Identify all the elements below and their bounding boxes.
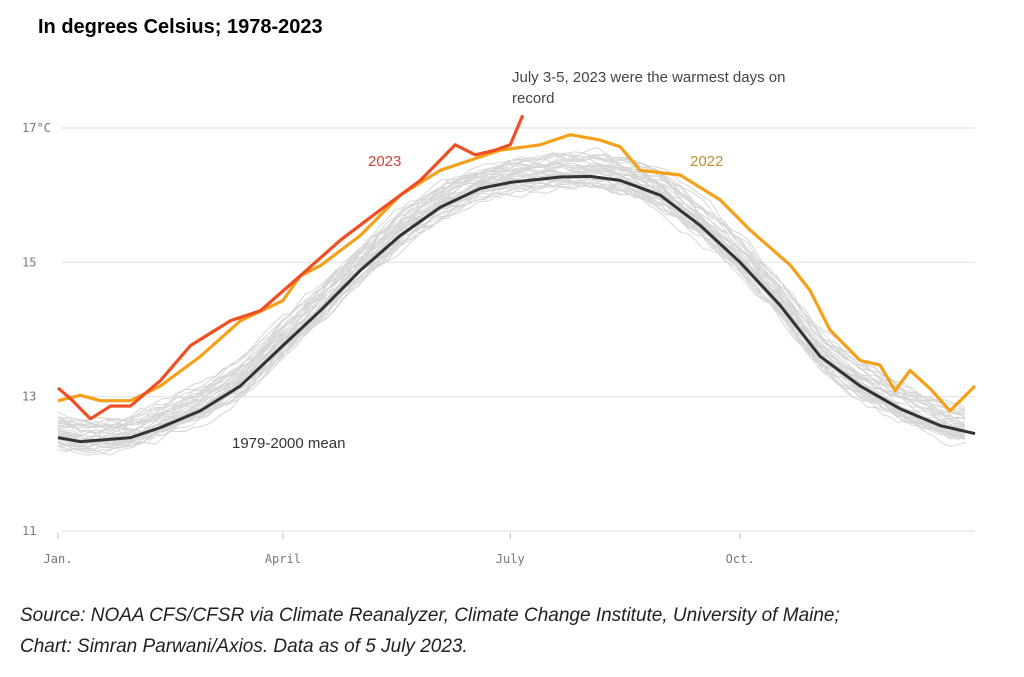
y-tick-label: 11 (22, 524, 36, 538)
series-line-1979-2000-mean (57, 174, 976, 444)
gridlines (62, 127, 975, 532)
record-annotation-line2: record (512, 90, 555, 107)
series-lines (56, 114, 977, 444)
historical-year-line (57, 180, 966, 456)
series-line-2022 (57, 133, 977, 413)
y-tick-label: 13 (22, 390, 36, 404)
historical-year-line (57, 154, 966, 434)
y-tick-label: 15 (22, 255, 36, 269)
series-line-2023 (56, 114, 525, 421)
historical-year-line (57, 174, 966, 451)
historical-year-line (57, 167, 966, 435)
historical-year-line (57, 157, 966, 430)
label-2022: 2022 (690, 153, 723, 170)
x-tick-label: July (496, 552, 525, 566)
historical-year-line (57, 152, 966, 428)
historical-year-line (57, 163, 966, 428)
record-annotation-line1: July 3-5, 2023 were the warmest days on (512, 69, 785, 86)
axis-ticks: 17°C 15 13 11 Jan. April July Oct. (22, 121, 755, 566)
historical-year-line (57, 153, 966, 422)
chart-title: In degrees Celsius; 1978-2023 (38, 16, 323, 38)
source-line-2: Chart: Simran Parwani/Axios. Data as of … (20, 636, 468, 657)
historical-year-line (57, 166, 966, 441)
historical-year-line (57, 159, 966, 430)
x-tick-label: Jan. (44, 552, 73, 566)
source-note: Source: NOAA CFS/CFSR via Climate Reanal… (20, 600, 840, 662)
label-mean: 1979-2000 mean (232, 435, 345, 452)
x-tick-label: April (265, 552, 301, 566)
source-line-1: Source: NOAA CFS/CFSR via Climate Reanal… (20, 605, 840, 626)
line-chart: 17°C 15 13 11 Jan. April July Oct. July 3-5, 20… (22, 69, 977, 566)
historical-year-line (57, 153, 966, 429)
x-tick-label: Oct. (726, 552, 755, 566)
historical-year-line (57, 153, 966, 425)
historical-year-lines (57, 147, 966, 456)
historical-year-line (57, 157, 966, 427)
historical-year-line (57, 181, 966, 448)
historical-year-line (57, 154, 966, 429)
historical-year-line (57, 180, 966, 447)
label-2023: 2023 (368, 153, 401, 170)
y-tick-label: 17°C (22, 121, 51, 135)
historical-year-line (57, 173, 966, 453)
